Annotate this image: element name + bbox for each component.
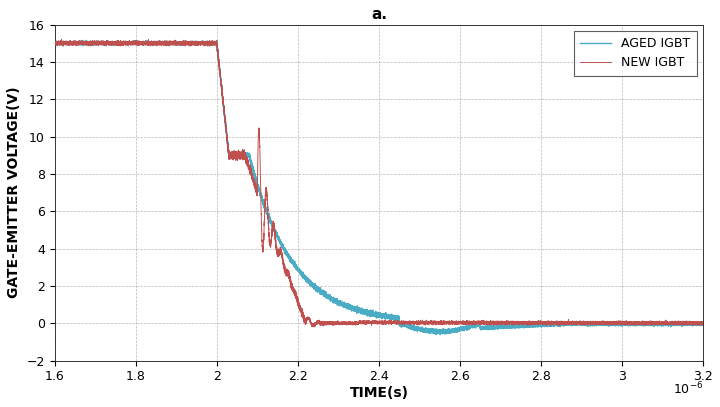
NEW IGBT [443, 321, 451, 326]
Title: a.: a. [371, 7, 387, 22]
Line: AGED IGBT: AGED IGBT [55, 40, 703, 335]
AGED IGBT [50, 41, 59, 46]
NEW IGBT [50, 40, 59, 45]
Text: $10^{-6}$: $10^{-6}$ [672, 381, 703, 397]
NEW IGBT [212, 39, 220, 44]
Legend: AGED IGBT, NEW IGBT: AGED IGBT, NEW IGBT [574, 31, 697, 76]
NEW IGBT [357, 320, 366, 325]
AGED IGBT [515, 324, 523, 329]
AGED IGBT [78, 38, 86, 43]
AGED IGBT [212, 40, 220, 45]
X-axis label: TIME(s): TIME(s) [349, 386, 408, 400]
AGED IGBT [432, 332, 441, 337]
AGED IGBT [467, 323, 475, 328]
NEW IGBT [699, 322, 708, 327]
NEW IGBT [310, 324, 319, 329]
NEW IGBT [657, 319, 665, 324]
AGED IGBT [357, 307, 366, 312]
AGED IGBT [699, 322, 708, 326]
Y-axis label: GATE-EMITTER VOLTAGE(V): GATE-EMITTER VOLTAGE(V) [7, 87, 21, 298]
NEW IGBT [467, 321, 475, 326]
AGED IGBT [657, 322, 665, 327]
NEW IGBT [144, 37, 153, 42]
NEW IGBT [515, 319, 523, 324]
Line: NEW IGBT: NEW IGBT [55, 39, 703, 327]
AGED IGBT [443, 329, 451, 334]
